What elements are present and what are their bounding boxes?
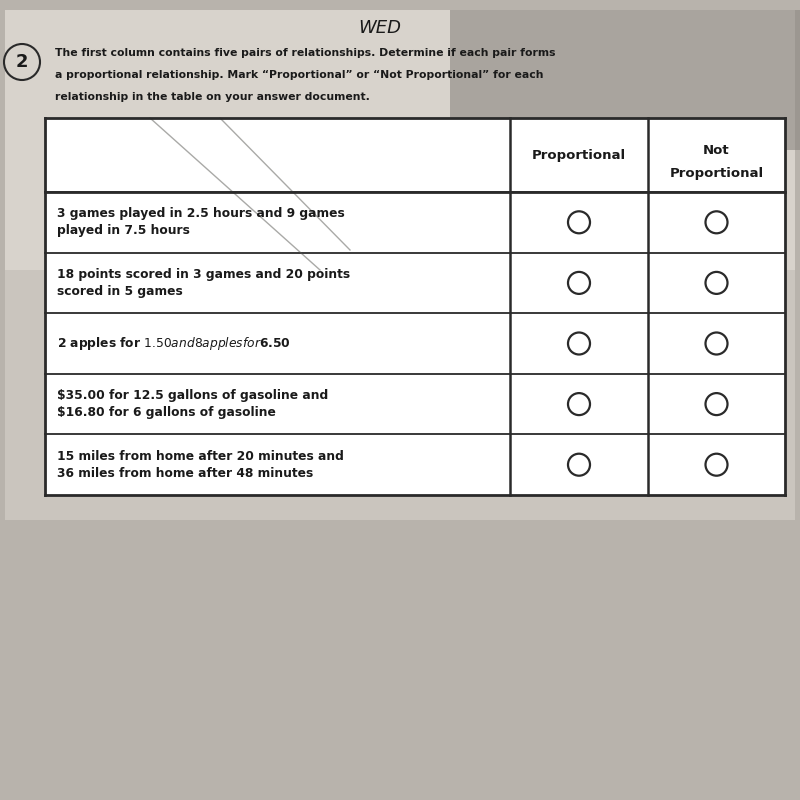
FancyBboxPatch shape bbox=[5, 270, 795, 520]
Text: Proportional: Proportional bbox=[670, 166, 763, 179]
Text: 2: 2 bbox=[16, 53, 28, 71]
Text: $35.00 for 12.5 gallons of gasoline and
$16.80 for 6 gallons of gasoline: $35.00 for 12.5 gallons of gasoline and … bbox=[57, 389, 328, 419]
Text: relationship in the table on your answer document.: relationship in the table on your answer… bbox=[55, 92, 370, 102]
Text: 15 miles from home after 20 minutes and
36 miles from home after 48 minutes: 15 miles from home after 20 minutes and … bbox=[57, 450, 344, 480]
Text: Proportional: Proportional bbox=[532, 149, 626, 162]
Text: a proportional relationship. Mark “Proportional” or “Not Proportional” for each: a proportional relationship. Mark “Propo… bbox=[55, 70, 543, 80]
FancyBboxPatch shape bbox=[5, 10, 795, 520]
Text: 3 games played in 2.5 hours and 9 games
played in 7.5 hours: 3 games played in 2.5 hours and 9 games … bbox=[57, 207, 345, 238]
FancyBboxPatch shape bbox=[450, 10, 800, 150]
Text: The first column contains five pairs of relationships. Determine if each pair fo: The first column contains five pairs of … bbox=[55, 48, 555, 58]
Text: Not: Not bbox=[703, 143, 730, 157]
Text: 18 points scored in 3 games and 20 points
scored in 5 games: 18 points scored in 3 games and 20 point… bbox=[57, 268, 350, 298]
FancyBboxPatch shape bbox=[45, 118, 785, 495]
Text: WED: WED bbox=[358, 19, 402, 37]
Text: 2 apples for $1.50 and 8 apples for $6.50: 2 apples for $1.50 and 8 apples for $6.5… bbox=[57, 335, 290, 352]
